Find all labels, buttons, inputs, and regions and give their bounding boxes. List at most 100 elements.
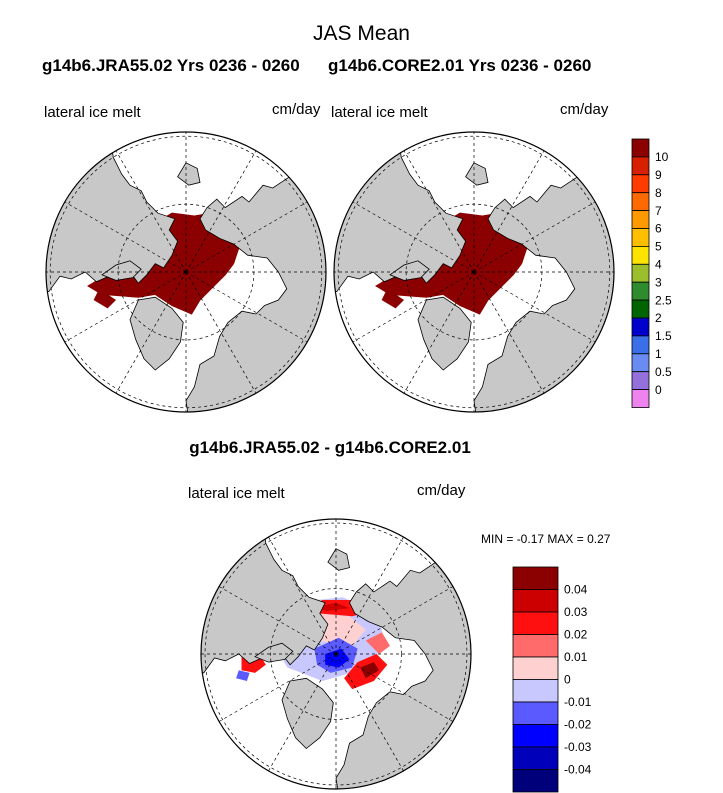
colorbar-swatch xyxy=(631,335,650,355)
map-panel-core2 xyxy=(333,131,615,413)
meridian-line xyxy=(185,271,308,343)
meridian-line xyxy=(335,653,404,772)
colorbar-label: -0.03 xyxy=(564,740,592,754)
greenland-land xyxy=(281,677,334,750)
meridian-line xyxy=(335,586,454,655)
panel-2-run-label: g14b6.CORE2.01 Yrs 0236 - 0260 xyxy=(328,56,592,75)
colorbar-swatch xyxy=(631,263,650,283)
colorbar-label: -0.04 xyxy=(564,763,592,777)
map-clip-group xyxy=(201,519,471,789)
meridian-line xyxy=(185,201,308,273)
colorbar-label: 0.04 xyxy=(564,583,588,597)
meridian-line xyxy=(473,201,596,273)
meridian-line xyxy=(352,271,475,343)
colorbar-swatch xyxy=(512,746,559,770)
archipelago-land xyxy=(254,642,294,663)
map-panel-difference xyxy=(200,518,472,790)
meridian-line xyxy=(473,271,596,343)
colorbar-label: 1.5 xyxy=(655,329,672,343)
difference-variable: lateral ice melt xyxy=(188,485,285,502)
map-clip-group xyxy=(334,132,614,412)
colorbar-swatch xyxy=(631,281,650,301)
colorbar-label: 8 xyxy=(655,186,662,200)
meridian-line xyxy=(352,201,475,273)
colorbar-label: -0.01 xyxy=(564,695,592,709)
colorbar-swatch xyxy=(512,566,559,590)
meridian-line xyxy=(335,653,454,722)
meridian-line xyxy=(335,536,404,655)
difference-title: g14b6.JRA55.02 - g14b6.CORE2.01 xyxy=(189,438,471,457)
colorbar-swatch xyxy=(631,210,650,229)
island-land xyxy=(177,162,201,186)
panel-1-run-label: g14b6.JRA55.02 Yrs 0236 - 0260 xyxy=(42,56,300,75)
map-border xyxy=(200,518,472,790)
archipelago-land xyxy=(389,260,430,281)
greenland-land xyxy=(417,296,472,371)
max-value: 0.27 xyxy=(587,532,611,546)
colorbar-label: 0.5 xyxy=(655,365,672,379)
colorbar-label: 9 xyxy=(655,168,662,182)
min-label: MIN = xyxy=(481,532,514,546)
colorbar-label: 4 xyxy=(655,258,662,272)
eurasia-land xyxy=(473,159,614,412)
colorbar-swatch xyxy=(631,138,650,158)
greenland-land xyxy=(129,296,184,371)
meridian-line xyxy=(473,150,545,273)
difference-units: cm/day xyxy=(417,482,466,499)
colorbar-swatch xyxy=(631,371,650,391)
colorbar-swatch xyxy=(512,589,559,613)
baffin-melt-field xyxy=(93,288,116,309)
latitude-circle xyxy=(204,522,468,786)
colorbar-label: 2 xyxy=(655,311,662,325)
colorbar-swatch xyxy=(512,769,559,793)
colorbar-swatch xyxy=(631,389,650,408)
archipelago-land xyxy=(101,260,142,281)
meridian-line xyxy=(268,653,337,772)
meridian-line xyxy=(218,586,337,655)
meridian-line xyxy=(64,271,187,343)
colorbar-swatch xyxy=(631,353,650,373)
colorbar-label: 7 xyxy=(655,204,662,218)
meridian-line xyxy=(403,150,475,273)
meridian-line xyxy=(185,150,257,273)
colorbar-swatch xyxy=(631,174,650,194)
colorbar-swatch xyxy=(631,317,650,337)
colorbar-swatch xyxy=(631,245,650,265)
colorbar-main: 10 9 8 7 6 5 4 3 2.5 2 1.5 1 0.5 0 xyxy=(631,138,672,408)
colorbar-swatch xyxy=(512,634,559,658)
colorbar-swatch xyxy=(512,656,559,680)
colorbar-swatch xyxy=(631,228,650,247)
map-border xyxy=(45,131,327,413)
colorbar-label: 0.02 xyxy=(564,628,588,642)
latitude-circle xyxy=(337,135,611,409)
colorbar-swatch xyxy=(512,611,559,635)
colorbar-label: 0 xyxy=(655,383,662,397)
meridian-line xyxy=(268,536,337,655)
colorbar-swatch xyxy=(631,156,650,176)
colorbar-swatch xyxy=(512,679,559,703)
meridian-line xyxy=(218,653,337,722)
latitude-circle xyxy=(270,588,402,720)
colorbar-label: 6 xyxy=(655,222,662,236)
figure-title: JAS Mean xyxy=(313,22,410,45)
colorbar-label: 3 xyxy=(655,275,662,289)
meridian-line xyxy=(115,271,187,394)
panel-2-units: cm/day xyxy=(560,101,609,118)
difference-contour-region xyxy=(236,670,250,681)
meridian-line xyxy=(403,271,475,394)
panel-1-units: cm/day xyxy=(272,101,321,118)
island-land xyxy=(465,162,489,186)
colorbar-label: 10 xyxy=(655,150,669,164)
colorbar-label: 0.01 xyxy=(564,650,588,664)
eurasia-land xyxy=(185,159,326,412)
difference-stats: MIN = -0.17 MAX = 0.27 xyxy=(481,532,610,546)
colorbar-label: 2.5 xyxy=(655,293,672,307)
colorbar-swatch xyxy=(512,724,559,748)
meridian-line xyxy=(185,271,257,394)
colorbar-swatch xyxy=(631,192,650,211)
panel-2-variable: lateral ice melt xyxy=(331,104,428,121)
eurasia-land xyxy=(335,545,471,789)
meridian-line xyxy=(115,150,187,273)
colorbar-label: -0.02 xyxy=(564,718,592,732)
